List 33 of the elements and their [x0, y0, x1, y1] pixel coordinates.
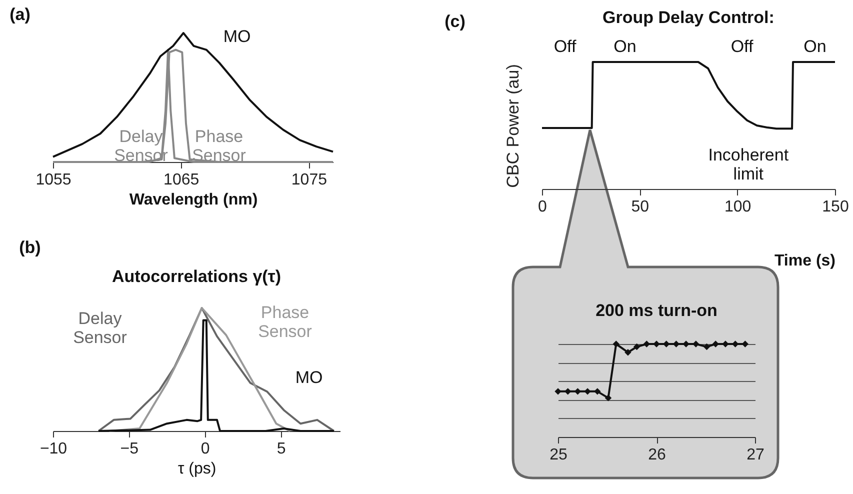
text: On [804, 37, 826, 56]
x-tick-label: 1055 [36, 172, 72, 188]
x-tick-label: 0 [200, 440, 210, 458]
x-tick-label: 0 [538, 198, 548, 216]
y-axis-title: CBC Power (au) [504, 64, 522, 188]
x-tick-label: −10 [40, 440, 68, 458]
x-tick-label: 50 [631, 198, 650, 216]
series-label: Phase Sensor [258, 303, 312, 341]
text: Delay Sensor [73, 309, 128, 347]
text: Off [730, 37, 754, 56]
text: On [614, 37, 636, 56]
chart-title: Group Delay Control: [602, 8, 774, 27]
x-tick-label: 26 [648, 446, 666, 464]
chart-title: Autocorrelations γ(τ) [112, 267, 282, 286]
text: (c) [444, 12, 466, 31]
x-axis-title: τ (ps) [178, 460, 216, 478]
x-tick-label: 5 [276, 440, 286, 458]
x-tick-label: 100 [724, 198, 752, 216]
x-tick-label: 1075 [291, 172, 328, 188]
text: (b) [19, 238, 41, 257]
series-label: MO [223, 27, 251, 46]
x-tick-label: 1065 [164, 172, 200, 188]
x-tick-label: 27 [746, 446, 764, 464]
text: Off [554, 37, 576, 56]
text: (a) [10, 5, 30, 24]
x-tick-label: 25 [550, 446, 568, 464]
annotation: Incoherent limit [708, 146, 789, 184]
x-tick-label: 150 [822, 198, 849, 216]
x-tick-label: −5 [120, 440, 139, 458]
text: MO [295, 368, 323, 387]
x-axis-title: Time (s) [774, 252, 836, 270]
x-axis-title: Wavelength (nm) [129, 192, 258, 208]
chart-title: 200 ms turn-on [596, 301, 718, 320]
